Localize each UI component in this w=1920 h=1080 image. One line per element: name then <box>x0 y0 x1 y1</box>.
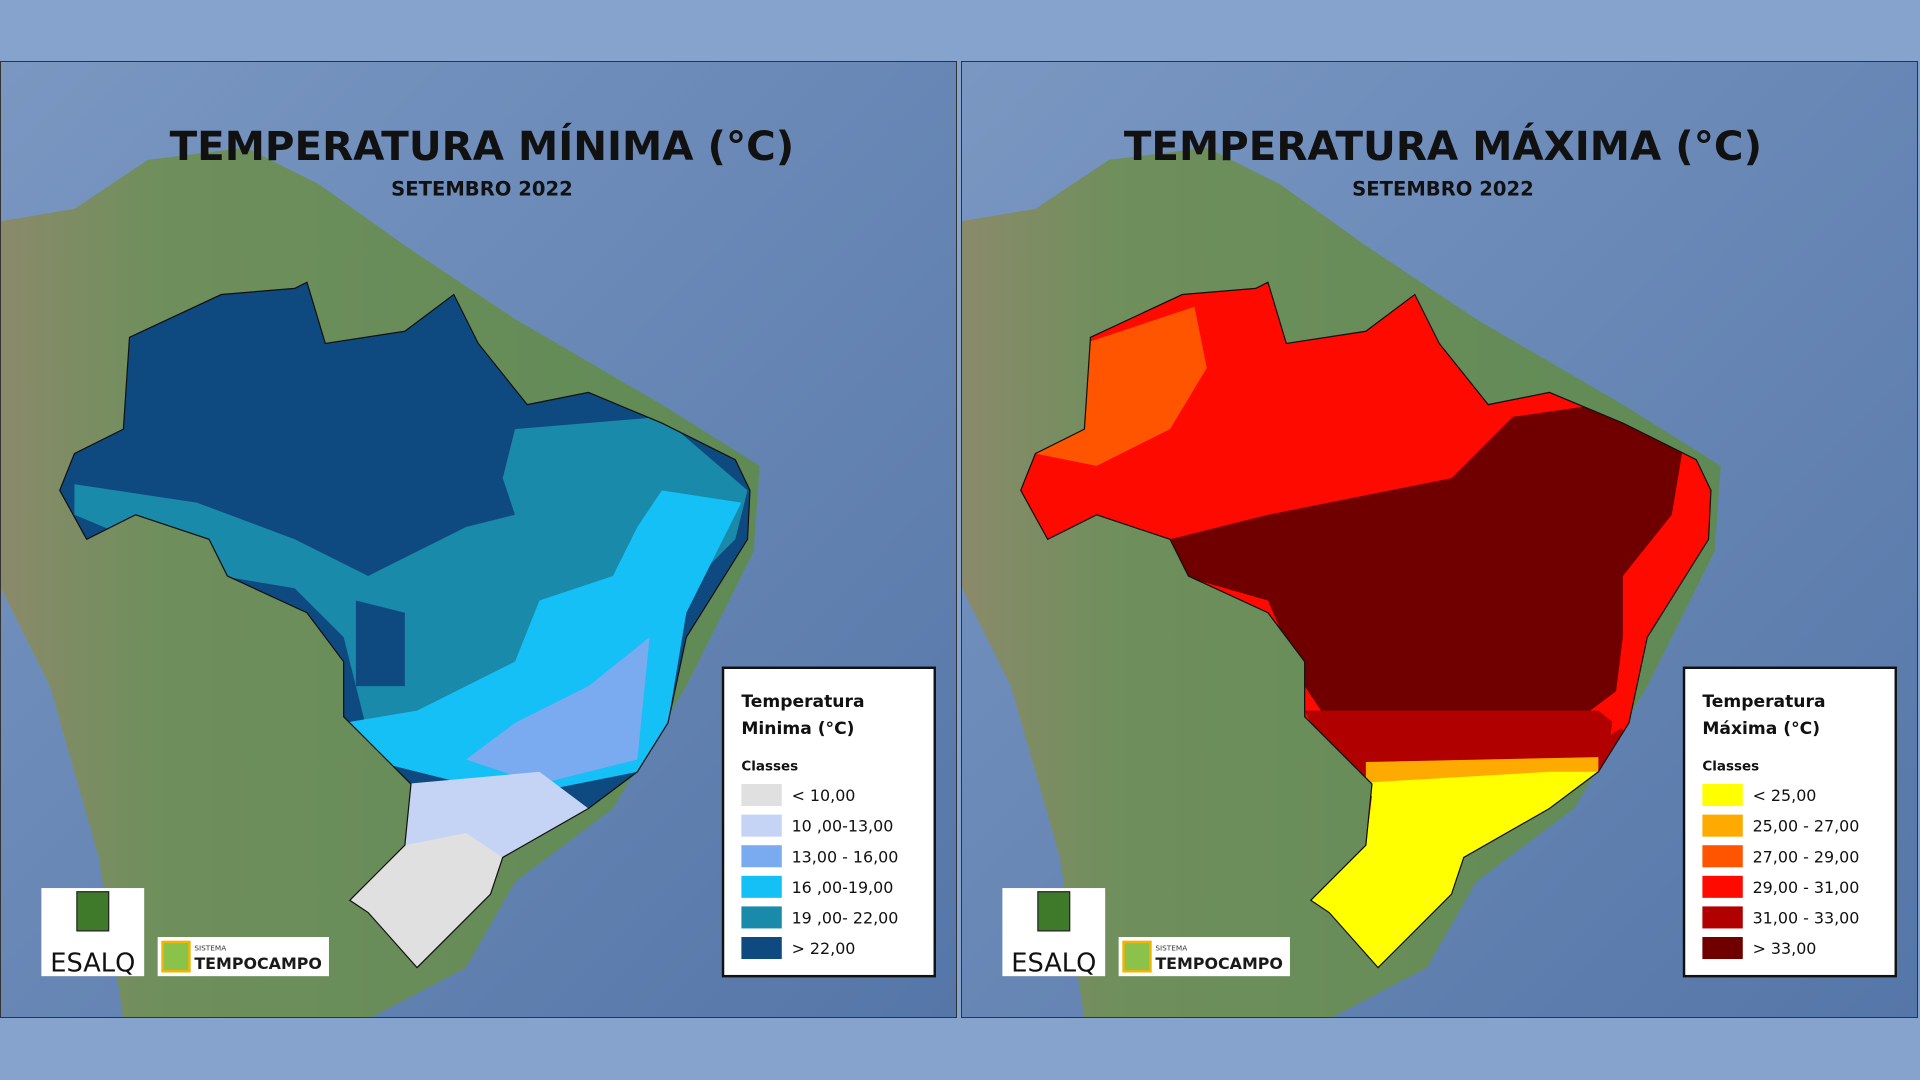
map-zone <box>355 600 405 687</box>
legend-classes: Classes <box>1702 760 1759 775</box>
tempocampo-text: TEMPOCAMPO <box>194 954 322 973</box>
map-title: TEMPERATURA MÍNIMA (°C) <box>170 122 795 170</box>
tempocampo-icon <box>161 940 191 973</box>
legend-swatch <box>1702 814 1743 837</box>
tempocampo-icon <box>1122 940 1152 973</box>
esalq-shield <box>76 891 110 932</box>
legend-swatch <box>741 906 782 929</box>
legend-swatch <box>1702 784 1743 807</box>
esalq-text: ESALQ <box>50 948 135 978</box>
legend-swatch <box>741 784 782 807</box>
legend-label: 16 ,00-19,00 <box>792 878 894 897</box>
legend-label: < 10,00 <box>792 786 856 805</box>
legend-swatch <box>1702 906 1743 929</box>
map-zone <box>349 832 503 968</box>
map-subtitle: SETEMBRO 2022 <box>1352 177 1534 200</box>
legend-swatch <box>741 845 782 868</box>
map-zone <box>343 490 742 797</box>
brazil-map <box>59 282 750 968</box>
legend-label: 10 ,00-13,00 <box>792 817 894 836</box>
map-zone <box>1610 465 1711 736</box>
legend-swatch <box>741 875 782 898</box>
panel-max: TEMPERATURA MÁXIMA (°C) SETEMBRO 2022 Temp… <box>961 61 1918 1018</box>
legend-title: Minima (°C) <box>741 719 854 739</box>
esalq-text: ESALQ <box>1011 948 1096 978</box>
legend-label: > 22,00 <box>792 939 856 958</box>
tempocampo-sistema: SISTEMA <box>1155 943 1187 952</box>
map-zone <box>1170 404 1685 723</box>
esalq-shield <box>1037 891 1071 932</box>
legend-title: Temperatura <box>741 692 864 712</box>
map: TEMPERATURA MÍNIMA (°C) SETEMBRO 2022 Temp… <box>1 62 956 1017</box>
panel-min: TEMPERATURA MÍNIMA (°C) SETEMBRO 2022 Temp… <box>0 61 957 1018</box>
legend-swatch <box>741 814 782 837</box>
legend-label: 29,00 - 31,00 <box>1753 878 1860 897</box>
legend-label: > 33,00 <box>1753 939 1817 958</box>
country-border <box>1020 281 1712 969</box>
legend-swatch <box>1702 845 1743 868</box>
legend-label: 13,00 - 16,00 <box>792 847 899 866</box>
legend-title: Temperatura <box>1702 692 1825 712</box>
country-border <box>59 281 751 969</box>
map-zone <box>1310 771 1599 968</box>
legend-label: 19 ,00- 22,00 <box>792 909 899 928</box>
tempocampo-text: TEMPOCAMPO <box>1155 954 1283 973</box>
legend-label: 25,00 - 27,00 <box>1753 817 1860 836</box>
map-title: TEMPERATURA MÁXIMA (°C) <box>1124 122 1762 170</box>
legend-title: Máxima (°C) <box>1702 719 1820 739</box>
brazil-map <box>1020 282 1711 968</box>
legend-swatch <box>741 937 782 960</box>
map-subtitle: SETEMBRO 2022 <box>391 177 573 200</box>
legend-swatch <box>1702 875 1743 898</box>
legend-label: < 25,00 <box>1753 786 1817 805</box>
legend-swatch <box>1702 937 1743 960</box>
tempocampo-sistema: SISTEMA <box>194 943 226 952</box>
map: TEMPERATURA MÁXIMA (°C) SETEMBRO 2022 Temp… <box>962 62 1917 1017</box>
legend-label: 27,00 - 29,00 <box>1753 847 1860 866</box>
map-zone <box>1035 306 1207 466</box>
legend-classes: Classes <box>741 760 798 775</box>
legend-label: 31,00 - 33,00 <box>1753 909 1860 928</box>
